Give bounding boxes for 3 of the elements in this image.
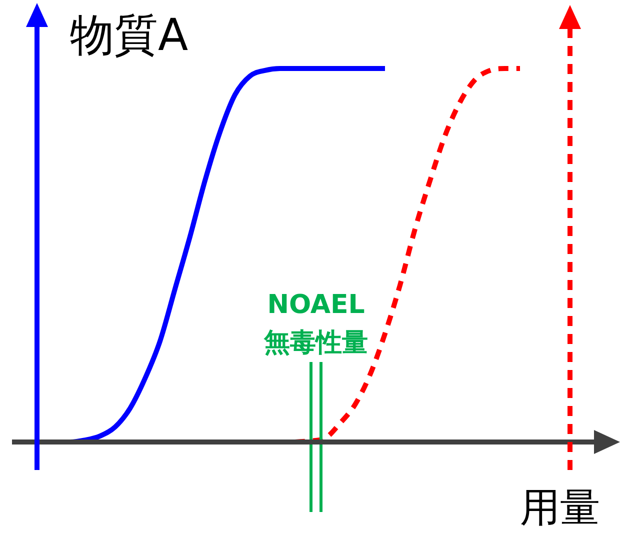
x-axis-title: 用量 xyxy=(520,485,600,531)
y-axis-title: 物質A xyxy=(70,10,188,61)
annotation: NOAEL 無毒性量 xyxy=(262,289,369,360)
